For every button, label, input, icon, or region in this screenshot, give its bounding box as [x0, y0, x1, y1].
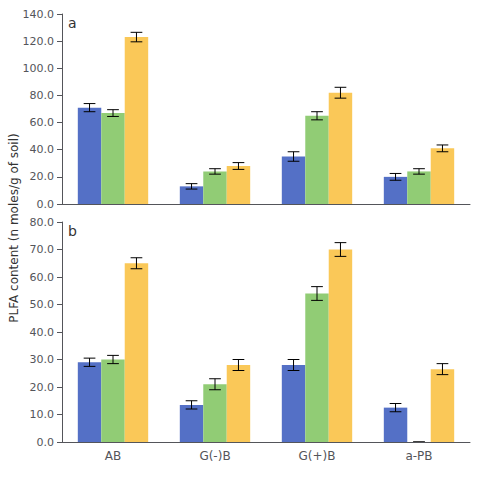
svg-text:AB: AB — [105, 449, 121, 463]
svg-text:20.0: 20.0 — [30, 170, 55, 183]
svg-text:b: b — [68, 223, 77, 239]
svg-text:80.0: 80.0 — [30, 216, 55, 229]
svg-text:0.0: 0.0 — [37, 436, 55, 449]
svg-text:10.0: 10.0 — [30, 408, 55, 421]
svg-text:G(+)B: G(+)B — [299, 449, 336, 463]
svg-text:120.0: 120.0 — [23, 35, 55, 48]
svg-text:20.0: 20.0 — [30, 381, 55, 394]
svg-text:a-PB: a-PB — [405, 449, 432, 463]
svg-text:40.0: 40.0 — [30, 326, 55, 339]
svg-text:PLFA content (n moles/g of soi: PLFA content (n moles/g of soil) — [7, 133, 21, 322]
svg-text:30.0: 30.0 — [30, 353, 55, 366]
svg-text:60.0: 60.0 — [30, 271, 55, 284]
svg-text:0.0: 0.0 — [37, 198, 55, 211]
svg-text:140.0: 140.0 — [23, 8, 55, 21]
svg-text:60.0: 60.0 — [30, 116, 55, 129]
svg-text:70.0: 70.0 — [30, 243, 55, 256]
svg-text:40.0: 40.0 — [30, 143, 55, 156]
svg-text:80.0: 80.0 — [30, 89, 55, 102]
svg-text:G(-)B: G(-)B — [199, 449, 230, 463]
svg-text:50.0: 50.0 — [30, 298, 55, 311]
svg-text:a: a — [68, 15, 77, 31]
svg-text:100.0: 100.0 — [23, 62, 55, 75]
